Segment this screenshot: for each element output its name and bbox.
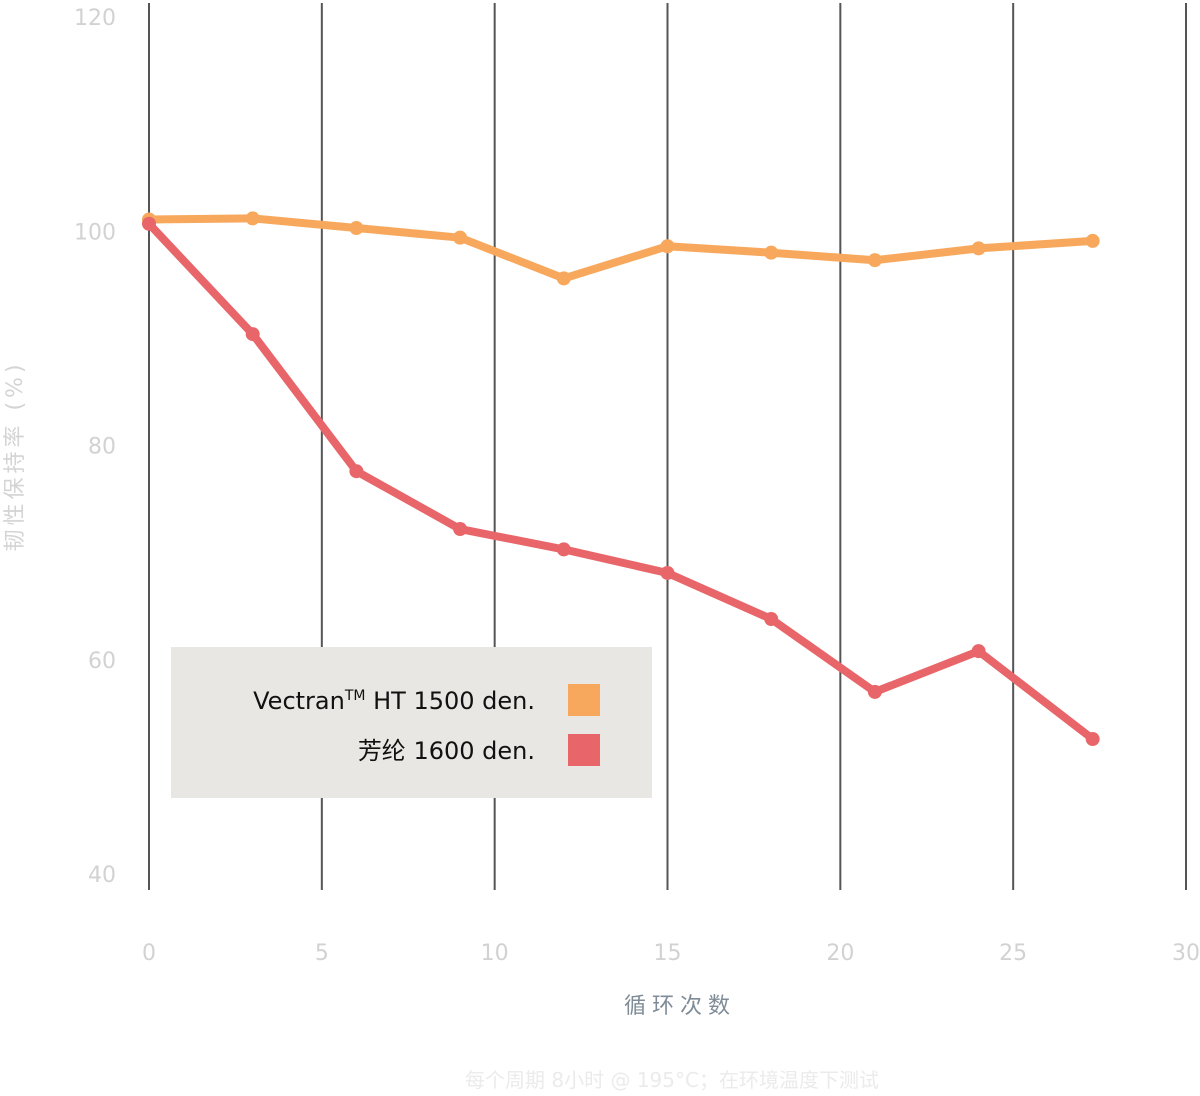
y-axis-ticks: 40 60 80 100 120 — [74, 6, 116, 888]
series-1 — [142, 216, 1100, 747]
data-point-1-2 — [349, 464, 364, 479]
legend-swatch-aramid — [568, 734, 600, 766]
footnote: 每个周期 8小时 @ 195°C；在环境温度下测试 — [465, 1068, 879, 1092]
x-tick-label: 30 — [1172, 941, 1200, 966]
y-tick-label: 100 — [74, 220, 116, 245]
legend-box — [171, 647, 652, 798]
data-point-1-9 — [1085, 732, 1100, 747]
data-point-1-3 — [453, 522, 468, 537]
data-point-1-6 — [764, 612, 779, 627]
data-point-0-5 — [660, 239, 675, 254]
legend-label-aramid: 芳纶 1600 den. — [358, 737, 535, 765]
data-point-1-0 — [142, 216, 156, 231]
legend-label-vectran: VectranTM HT 1500 den. — [253, 687, 535, 715]
data-point-0-9 — [1085, 233, 1100, 248]
y-tick-label: 80 — [88, 435, 116, 460]
data-point-0-8 — [971, 241, 986, 256]
y-tick-label: 120 — [74, 6, 116, 31]
x-axis-title: 循环次数 — [624, 994, 736, 1019]
data-point-0-2 — [349, 221, 364, 236]
x-tick-label: 5 — [315, 941, 329, 966]
data-point-1-7 — [867, 684, 882, 699]
data-point-0-4 — [556, 271, 571, 286]
x-tick-label: 25 — [999, 941, 1027, 966]
legend: VectranTM HT 1500 den. 芳纶 1600 den. — [171, 647, 652, 798]
y-tick-label: 60 — [88, 649, 116, 674]
legend-swatch-vectran — [568, 684, 600, 716]
x-axis-ticks: 0 5 10 15 20 25 30 — [142, 941, 1200, 966]
data-point-0-6 — [764, 245, 779, 260]
grid-lines — [148, 3, 1187, 890]
data-point-1-5 — [660, 565, 675, 580]
series-0 — [142, 211, 1100, 286]
data-point-0-7 — [867, 253, 882, 268]
x-tick-label: 0 — [142, 941, 156, 966]
y-axis-title: 韧性保持率 (%) — [3, 360, 28, 551]
series-layer — [142, 211, 1100, 747]
series-line-0 — [145, 214, 1097, 283]
y-tick-label: 40 — [88, 863, 116, 888]
data-point-0-3 — [453, 230, 468, 245]
data-point-1-1 — [245, 327, 260, 342]
data-point-0-1 — [245, 211, 260, 226]
x-tick-label: 15 — [654, 941, 682, 966]
x-tick-label: 20 — [826, 941, 854, 966]
series-line-1 — [145, 219, 1097, 743]
x-tick-label: 10 — [481, 941, 509, 966]
data-point-1-4 — [556, 542, 571, 557]
data-point-1-8 — [971, 644, 986, 659]
